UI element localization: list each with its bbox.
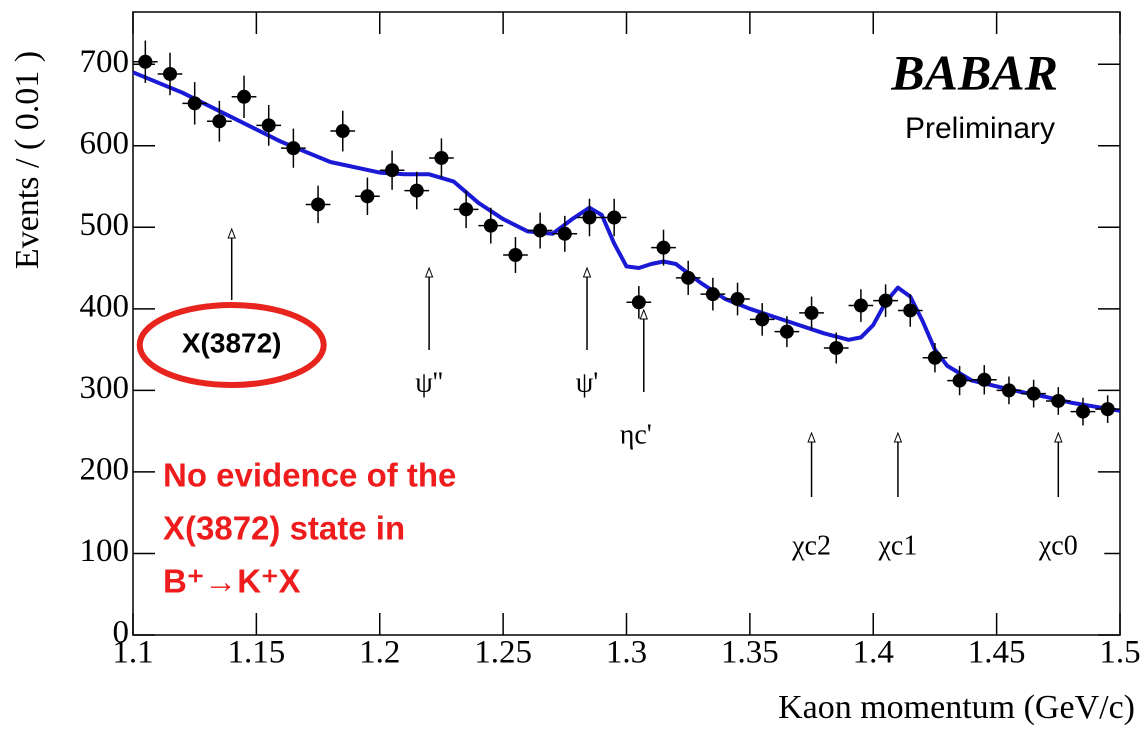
x-tick-label: 1.5 [1099,635,1140,671]
x-tick-label: 1.35 [721,635,779,671]
data-point [952,373,967,388]
x-tick-label: 1.45 [968,635,1026,671]
data-point [705,287,720,302]
data-point [237,89,252,104]
annotation-label: χc1 [877,530,917,561]
data-point [1075,404,1090,419]
arrow-head [807,431,816,443]
data-point [681,270,696,285]
data-point [286,141,301,156]
data-point [409,183,424,198]
data-point [360,189,375,204]
arrow-head [1054,431,1063,443]
arrow-head [639,308,649,320]
arrow-head [582,266,592,278]
data-point [1026,386,1041,401]
data-point [459,202,474,217]
label-box [851,520,944,576]
arrow-head [227,227,236,239]
data-point [187,96,202,111]
annotation-label: χc2 [791,530,831,561]
data-point [804,305,819,320]
y-tick-label: 0 [113,615,130,651]
arrow-head [893,431,903,443]
label-box [1012,520,1105,576]
data-point [1051,393,1066,408]
note-text: No evidence of the [163,457,456,494]
x-tick-label: 1.1 [112,635,153,671]
data-point [1100,402,1115,417]
y-tick-label: 400 [80,288,130,324]
data-point [656,240,671,255]
annotation-label: χc0 [1038,530,1078,561]
data-point [977,372,992,387]
y-tick-label: 100 [80,533,130,569]
annotation-label: ψ' [576,367,599,398]
annotation-label: ψ'' [415,367,443,398]
data-point [1001,383,1016,398]
note-text: B⁺→K⁺X [163,563,301,600]
y-tick-label: 600 [80,125,130,161]
data-point [557,226,572,241]
data-point [212,114,227,129]
data-point [582,210,597,225]
data-point [631,295,646,310]
data-point [311,197,326,212]
x-axis-label: Kaon momentum (GeV/c) [778,689,1135,726]
data-point [533,223,548,238]
data-point [261,118,276,133]
data-point [903,303,918,318]
label-box [765,520,858,576]
data-point [508,248,523,263]
data-point [607,210,622,225]
x-tick-label: 1.2 [359,635,400,671]
x-tick-label: 1.25 [474,635,532,671]
y-tick-label: 700 [80,44,130,80]
logo: BABAR [890,44,1058,100]
annotation-label: X(3872) [182,327,282,358]
data-point [730,292,745,307]
data-point [335,124,350,139]
data-point [927,350,942,365]
data-point [755,312,770,327]
y-axis-label: Events / ( 0.01 ) [9,51,46,269]
subtitle: Preliminary [905,112,1055,145]
data-point [829,340,844,355]
data-point [385,163,400,178]
note-text: X(3872) state in [163,510,405,547]
data-point [434,150,449,165]
data-point [853,298,868,313]
data-point [878,293,893,308]
y-tick-label: 500 [80,207,130,243]
x-tick-label: 1.4 [853,635,894,671]
y-tick-label: 200 [80,451,130,487]
data-point [163,66,178,81]
data-point [138,54,153,69]
annotation-label: ηc' [620,419,652,450]
arrow-head [424,266,434,278]
highlight-ellipse [136,302,327,388]
x-tick-label: 1.15 [228,635,286,671]
data-point [779,324,794,339]
data-point [483,218,498,233]
x-tick-label: 1.3 [606,635,647,671]
y-tick-label: 300 [80,370,130,406]
